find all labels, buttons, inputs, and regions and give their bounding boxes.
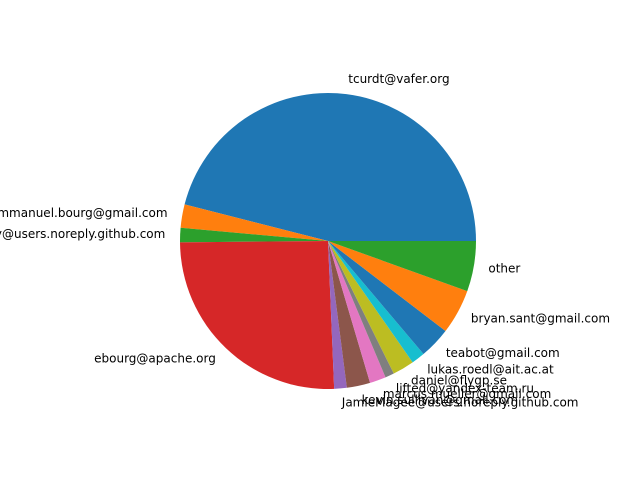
slice-label: noreply@users.noreply.github.com — [0, 227, 165, 241]
pie-slice — [328, 241, 468, 331]
pie-slice — [328, 241, 476, 292]
pie-slice — [328, 241, 424, 363]
slice-label: lifted@yandex-team.ru — [396, 381, 534, 395]
slice-label: other — [488, 261, 520, 275]
pie-slice — [328, 241, 413, 374]
slice-label: tcurdt@vafer.org — [348, 72, 449, 86]
pie-slices — [180, 92, 476, 389]
slice-label: kevin.sullivan@gmail.com — [362, 393, 518, 407]
slice-label: teabot@gmail.com — [446, 346, 560, 360]
pie-slice — [328, 241, 386, 383]
pie-slice — [328, 241, 446, 355]
pie-slice — [328, 241, 394, 378]
slice-label: bryan.sant@gmail.com — [471, 311, 610, 325]
pie-slice — [184, 92, 476, 241]
pie-slice — [328, 241, 371, 388]
slice-label: daniel@flygp.se — [411, 374, 507, 388]
slice-label: lukas.roedl@ait.ac.at — [427, 363, 554, 377]
slice-label: marcus.mueller@gmail.com — [383, 387, 551, 401]
pie-slice — [328, 241, 347, 389]
pie-slice — [180, 241, 335, 389]
slice-label: JamieMagee@users.noreply.github.com — [341, 396, 579, 410]
pie-labels: tcurdt@vafer.org emmanuel.bourg@gmail.com… — [0, 72, 610, 410]
pie-slice — [180, 204, 328, 241]
slice-label: emmanuel.bourg@gmail.com — [0, 206, 168, 220]
pie-slice — [180, 227, 328, 243]
slice-label: ebourg@apache.org — [94, 352, 216, 366]
